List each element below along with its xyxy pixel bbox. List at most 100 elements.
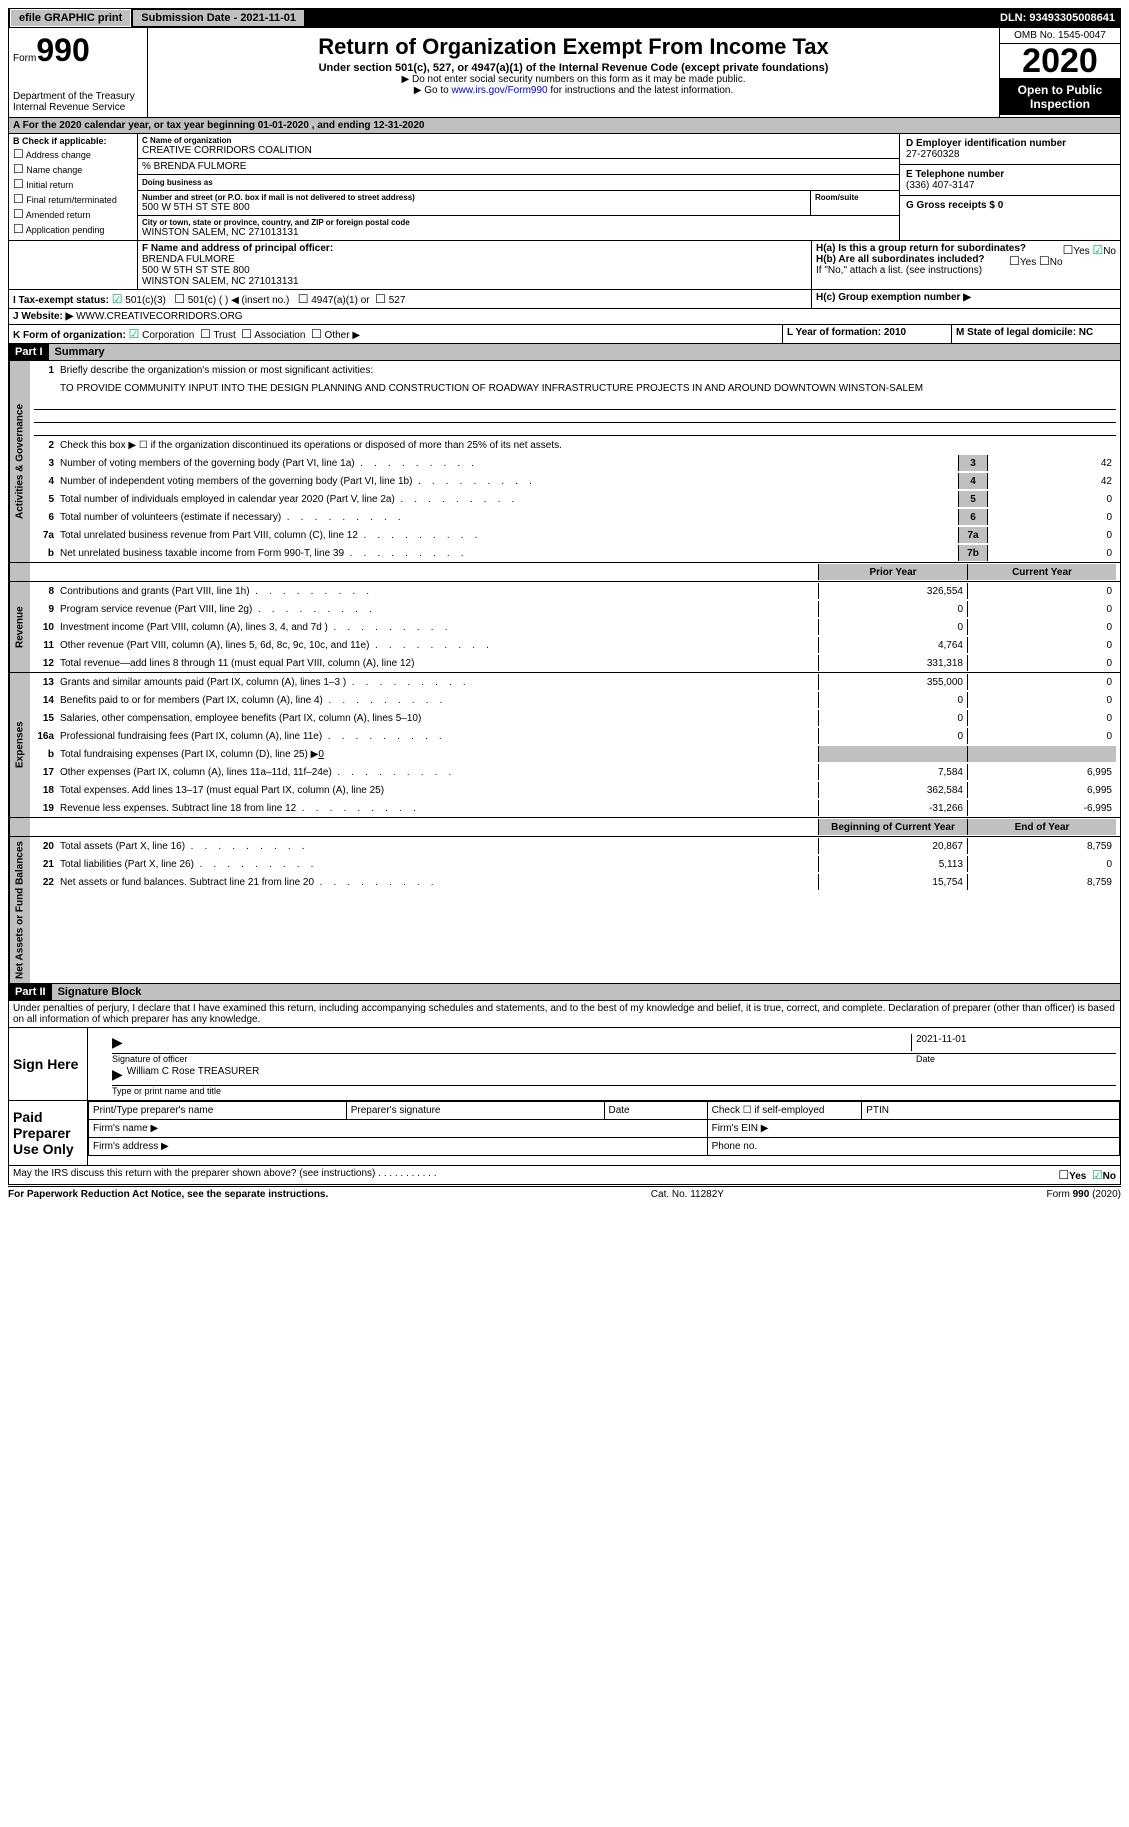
cb-discuss-yes[interactable] [1058, 1171, 1069, 1182]
line-klm: K Form of organization: Corporation Trus… [8, 325, 1121, 344]
prior-year-head: Prior Year [818, 564, 967, 580]
bcy-head: Beginning of Current Year [818, 819, 967, 835]
side-governance: Activities & Governance [9, 361, 30, 562]
cb-name-change[interactable]: Name change [13, 162, 133, 176]
b20: 20,867 [818, 838, 967, 854]
footer-mid: Cat. No. 11282Y [651, 1189, 724, 1200]
py10: 0 [818, 619, 967, 635]
box-h-note: If "No," attach a list. (see instruction… [816, 265, 1116, 276]
l15: Salaries, other compensation, employee b… [60, 713, 818, 724]
cb-trust[interactable] [200, 330, 211, 341]
l6-desc: Total number of volunteers (estimate if … [60, 512, 958, 523]
form990-link[interactable]: www.irs.gov/Form990 [451, 85, 547, 96]
cy16a: 0 [967, 728, 1116, 744]
l5-desc: Total number of individuals employed in … [60, 494, 958, 505]
l9: Program service revenue (Part VIII, line… [60, 604, 818, 615]
cb-address-change[interactable]: Address change [13, 147, 133, 161]
pycy-header: Prior YearCurrent Year [8, 563, 1121, 582]
l12: Total revenue—add lines 8 through 11 (mu… [60, 658, 818, 669]
city-label: City or town, state or province, country… [142, 218, 895, 227]
eoy-head: End of Year [967, 819, 1116, 835]
ein: 27-2760328 [906, 149, 1114, 160]
py9: 0 [818, 601, 967, 617]
note-goto: ▶ Go to www.irs.gov/Form990 for instruct… [154, 85, 993, 96]
discuss-text: May the IRS discuss this return with the… [13, 1168, 437, 1179]
cb-other[interactable] [311, 330, 322, 341]
cy18: 6,995 [967, 782, 1116, 798]
v5: 0 [988, 491, 1116, 507]
cb-corporation[interactable] [129, 330, 140, 341]
side-revenue: Revenue [9, 582, 30, 672]
cb-501c[interactable] [174, 295, 185, 306]
firm-name-label: Firm's name ▶ [89, 1120, 708, 1138]
py8: 326,554 [818, 583, 967, 599]
cy9: 0 [967, 601, 1116, 617]
l16b: Total fundraising expenses (Part IX, col… [60, 749, 818, 760]
sign-here-label: Sign Here [9, 1028, 88, 1100]
side-netassets: Net Assets or Fund Balances [9, 837, 30, 983]
cb-501c3[interactable] [112, 295, 123, 306]
dept-treasury: Department of the Treasury [13, 91, 143, 102]
section-expenses: Expenses 13Grants and similar amounts pa… [8, 673, 1121, 818]
ptin-label: PTIN [862, 1102, 1120, 1120]
firm-addr-label: Firm's address ▶ [89, 1138, 708, 1156]
l22: Net assets or fund balances. Subtract li… [60, 877, 818, 888]
top-bar: efile GRAPHIC print Submission Date - 20… [8, 8, 1121, 28]
cb-4947[interactable] [298, 295, 309, 306]
cb-amended-return[interactable]: Amended return [13, 207, 133, 221]
cb-527[interactable] [375, 295, 386, 306]
form-number: Form990 [13, 32, 143, 69]
l8: Contributions and grants (Part VIII, lin… [60, 586, 818, 597]
addr-label: Number and street (or P.O. box if mail i… [142, 193, 806, 202]
part2-badge: Part II [9, 984, 52, 1000]
l21: Total liabilities (Part X, line 26) [60, 859, 818, 870]
section-netassets: Net Assets or Fund Balances 20Total asse… [8, 837, 1121, 984]
cy13: 0 [967, 674, 1116, 690]
cb-discuss-no[interactable] [1092, 1171, 1103, 1182]
cb-application-pending[interactable]: Application pending [13, 222, 133, 236]
l2-desc: Check this box ▶ ☐ if the organization d… [60, 440, 1116, 451]
efile-print-button[interactable]: efile GRAPHIC print [10, 9, 131, 27]
v4: 42 [988, 473, 1116, 489]
l17: Other expenses (Part IX, column (A), lin… [60, 767, 818, 778]
cb-initial-return[interactable]: Initial return [13, 177, 133, 191]
py19: -31,266 [818, 800, 967, 816]
pt-sig-label: Preparer's signature [346, 1102, 604, 1120]
footer-left: For Paperwork Reduction Act Notice, see … [8, 1189, 328, 1200]
submission-date: Submission Date - 2021-11-01 [133, 10, 304, 26]
e22: 8,759 [967, 874, 1116, 890]
part1-title: Summary [49, 344, 1120, 360]
dba-label: Doing business as [142, 178, 213, 187]
pt-date-label: Date [604, 1102, 707, 1120]
sig-officer-label: Signature of officer [112, 1054, 916, 1064]
l7a-desc: Total unrelated business revenue from Pa… [60, 530, 958, 541]
l11: Other revenue (Part VIII, column (A), li… [60, 640, 818, 651]
tax-year: 2020 [1000, 44, 1120, 79]
officer-addr2: WINSTON SALEM, NC 271013131 [142, 276, 807, 287]
form-header: Form990 Department of the Treasury Inter… [8, 28, 1121, 118]
box-f-label: F Name and address of principal officer: [142, 243, 807, 254]
py15: 0 [818, 710, 967, 726]
preparer-table: Print/Type preparer's name Preparer's si… [88, 1101, 1120, 1156]
mission-text: TO PROVIDE COMMUNITY INPUT INTO THE DESI… [60, 383, 1116, 394]
cb-association[interactable] [241, 330, 252, 341]
org-name: CREATIVE CORRIDORS COALITION [142, 145, 895, 156]
box-e-label: E Telephone number [906, 169, 1114, 180]
cy17: 6,995 [967, 764, 1116, 780]
page-footer: For Paperwork Reduction Act Notice, see … [8, 1186, 1121, 1202]
note-ssn: ▶ Do not enter social security numbers o… [154, 74, 993, 85]
py13: 355,000 [818, 674, 967, 690]
b21: 5,113 [818, 856, 967, 872]
discuss-row: May the IRS discuss this return with the… [8, 1166, 1121, 1185]
sig-date: 2021-11-01 [911, 1034, 1116, 1051]
section-governance: Activities & Governance 1Briefly describ… [8, 361, 1121, 563]
l19: Revenue less expenses. Subtract line 18 … [60, 803, 818, 814]
cy10: 0 [967, 619, 1116, 635]
cb-final-return[interactable]: Final return/terminated [13, 192, 133, 206]
e20: 8,759 [967, 838, 1116, 854]
py12: 331,318 [818, 655, 967, 671]
dln: DLN: 93493305008641 [1000, 12, 1121, 24]
v7a: 0 [988, 527, 1116, 543]
cy15: 0 [967, 710, 1116, 726]
box-ha: H(a) Is this a group return for subordin… [816, 243, 1116, 254]
